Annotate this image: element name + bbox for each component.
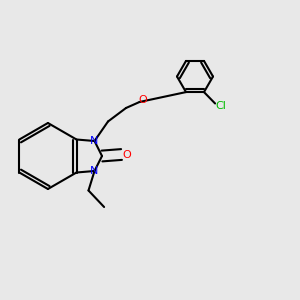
Text: Cl: Cl bbox=[216, 101, 226, 112]
Text: O: O bbox=[122, 149, 131, 160]
Text: O: O bbox=[139, 95, 148, 105]
Text: N: N bbox=[90, 166, 99, 176]
Text: N: N bbox=[90, 136, 99, 146]
